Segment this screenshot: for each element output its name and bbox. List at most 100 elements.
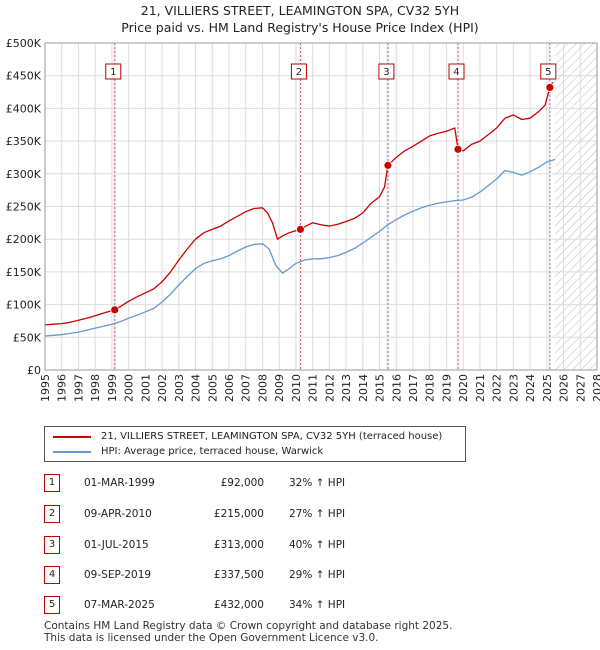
x-tick-label: 2028: [591, 374, 600, 402]
sale-label-box: [378, 63, 395, 80]
sale-price: £432,000: [213, 599, 264, 611]
x-tick-label: 2010: [290, 374, 303, 402]
x-tick-label: 1996: [56, 374, 69, 402]
legend-swatch-property: [53, 436, 91, 438]
legend-swatch-hpi: [53, 451, 91, 453]
sale-band: [548, 43, 552, 370]
sale-date: 09-APR-2010: [84, 508, 152, 520]
sale-label-number: 1: [110, 67, 116, 78]
sale-number-badge: 5: [44, 596, 60, 614]
legend-label-property: 21, VILLIERS STREET, LEAMINGTON SPA, CV3…: [101, 431, 443, 442]
x-tick-label: 1995: [39, 374, 52, 402]
price-chart: 1 2 3 4 5 £0 £50K £100K £150K £200K £250K £300K £35…: [6, 37, 600, 402]
x-tick-label: 2021: [474, 374, 487, 402]
x-tick-label: 2018: [424, 374, 437, 402]
x-tick-label: 2013: [340, 374, 353, 402]
x-tick-label: 2008: [256, 374, 269, 402]
chart-legend: 21, VILLIERS STREET, LEAMINGTON SPA, CV3…: [44, 426, 466, 462]
sale-number-badge: 1: [44, 474, 60, 492]
x-tick-label: 2001: [139, 374, 152, 402]
sale-band: [298, 43, 302, 370]
x-tick-label: 2012: [323, 374, 336, 402]
y-tick-label: £350K: [6, 135, 42, 148]
x-tick-label: 2004: [190, 374, 203, 402]
x-tick-label: 2014: [357, 374, 370, 402]
chart-title: 21, VILLIERS STREET, LEAMINGTON SPA, CV3…: [140, 3, 460, 18]
sale-point: [110, 305, 120, 315]
x-tick-label: 2027: [574, 374, 587, 402]
y-tick-label: £400K: [6, 102, 42, 115]
legend-item-hpi: HPI: Average price, terraced house, Warw…: [53, 445, 323, 459]
y-tick-label: £200K: [6, 233, 42, 246]
sale-price: £337,500: [213, 569, 264, 581]
sale-label-box: [448, 63, 465, 80]
y-tick-label: £500K: [6, 37, 42, 50]
chart-subtitle: Price paid vs. HM Land Registry's House …: [121, 20, 479, 35]
sale-band: [386, 43, 390, 370]
sale-number-badge: 4: [44, 566, 60, 584]
y-tick-label: £250K: [6, 201, 42, 214]
x-tick-label: 2020: [457, 374, 470, 402]
x-tick-label: 1998: [89, 374, 102, 402]
y-tick-label: £300K: [6, 168, 42, 181]
x-tick-label: 2009: [273, 374, 286, 402]
x-tick-label: 2005: [206, 374, 219, 402]
sale-hpi-change: 32% ↑ HPI: [289, 477, 346, 489]
sale-point: [383, 160, 393, 170]
sale-point: [296, 224, 305, 234]
sale-date: 09-SEP-2019: [84, 569, 152, 581]
sale-hpi-change: 29% ↑ HPI: [289, 569, 346, 581]
sale-label-number: 2: [296, 67, 302, 78]
hpi-line: [44, 158, 556, 337]
sale-label-box: [540, 63, 557, 80]
x-tick-label: 2000: [123, 374, 136, 402]
legend-label-hpi: HPI: Average price, terraced house, Warw…: [101, 446, 324, 457]
x-tick-label: 2011: [307, 374, 320, 402]
footer-line-licence: This data is licensed under the Open Gov…: [44, 632, 379, 644]
sale-date: 01-JUL-2015: [84, 539, 149, 551]
y-tick-label: £450K: [6, 70, 42, 83]
sale-label-number: 5: [545, 67, 551, 78]
x-tick-label: 2015: [374, 374, 387, 402]
legend-item-property: 21, VILLIERS STREET, LEAMINGTON SPA, CV3…: [53, 430, 442, 444]
sale-band: [456, 43, 460, 370]
x-tick-label: 2003: [173, 374, 186, 402]
x-tick-label: 2026: [558, 374, 571, 402]
property-price-line: [44, 81, 554, 326]
footer-attribution: Contains HM Land Registry data © Crown c…: [44, 620, 452, 644]
sale-date: 01-MAR-1999: [84, 477, 155, 489]
sale-band: [113, 43, 117, 370]
sale-price: £215,000: [213, 508, 264, 520]
plot-border: [44, 42, 598, 371]
sale-hpi-change: 27% ↑ HPI: [289, 508, 346, 520]
sale-hpi-change: 34% ↑ HPI: [289, 599, 346, 611]
x-tick-label: 2016: [390, 374, 403, 402]
x-tick-label: 2025: [541, 374, 554, 402]
x-tick-label: 2017: [407, 374, 420, 402]
sale-date: 07-MAR-2025: [84, 599, 155, 611]
sale-point: [545, 83, 555, 92]
x-tick-label: 2023: [507, 374, 520, 402]
y-tick-label: £100K: [6, 299, 42, 312]
sale-label-box: [290, 63, 307, 80]
sale-number-badge: 2: [44, 505, 60, 523]
sale-number-badge: 3: [44, 536, 60, 554]
sale-label-number: 4: [453, 67, 459, 78]
x-tick-label: 1999: [106, 374, 119, 402]
x-tick-label: 2024: [524, 374, 537, 402]
y-tick-label: £150K: [6, 266, 42, 279]
sale-point: [453, 144, 463, 154]
sale-price: £92,000: [220, 477, 264, 489]
footer-line-copyright: Contains HM Land Registry data © Crown c…: [44, 620, 453, 632]
x-tick-label: 2007: [240, 374, 253, 402]
sale-label-number: 3: [383, 67, 389, 78]
y-tick-label: £50K: [13, 331, 42, 344]
x-tick-label: 2006: [223, 374, 236, 402]
x-tick-label: 1997: [72, 374, 85, 402]
sale-label-box: [105, 63, 122, 80]
sale-price: £313,000: [213, 539, 264, 551]
x-tick-label: 2019: [440, 374, 453, 402]
x-tick-label: 2022: [491, 374, 504, 402]
x-tick-label: 2002: [156, 374, 169, 402]
sale-hpi-change: 40% ↑ HPI: [289, 539, 346, 551]
